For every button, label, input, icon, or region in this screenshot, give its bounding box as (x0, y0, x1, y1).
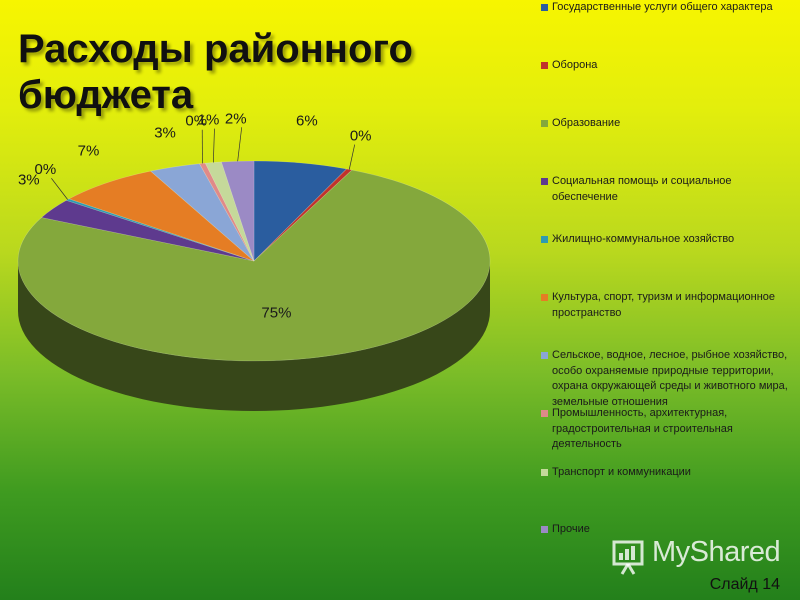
pie-slice-2 (17, 169, 491, 362)
legend-item: Прочие (540, 522, 798, 538)
legend-label: Жилищно-коммунальное хозяйство (552, 233, 735, 245)
legend-label: Образование (552, 117, 621, 129)
data-label-3: 3% (18, 171, 40, 188)
legend-swatch (541, 62, 548, 69)
page-title: Расходы районного бюджета (18, 27, 413, 117)
data-label-7: 0% (185, 113, 207, 130)
leader-line-9 (237, 127, 243, 162)
legend-swatch (541, 4, 548, 11)
legend-swatch (541, 410, 548, 417)
legend-item: Государственные услуги общего характера (540, 0, 798, 16)
data-label-0: 6% (296, 112, 318, 129)
pie-slice-9 (221, 160, 255, 262)
legend-swatch (541, 352, 548, 359)
legend-label: Прочие (552, 523, 590, 535)
legend-label: Промышленность, архитектурная, градостро… (552, 407, 733, 450)
legend-label: Сельское, водное, лесное, рыбное хозяйст… (552, 349, 788, 408)
legend-swatch (541, 178, 548, 185)
legend-item: Сельское, водное, лесное, рыбное хозяйст… (540, 348, 798, 410)
presentation-icon (612, 540, 644, 575)
data-label-1: 0% (350, 128, 372, 145)
data-label-4: 0% (35, 161, 57, 178)
legend-swatch (541, 120, 548, 127)
data-label-9: 2% (225, 110, 247, 127)
logo-text: MyShared (652, 536, 781, 568)
legend-item: Образование (540, 116, 798, 132)
legend-swatch (541, 294, 548, 301)
legend-swatch (541, 526, 548, 533)
legend-swatch (541, 469, 548, 476)
pie-slice-6 (149, 163, 255, 262)
myshared-logo: MyShared (610, 536, 795, 576)
pie-slice-5 (68, 170, 255, 262)
data-label-2: 75% (261, 305, 291, 322)
legend-label: Культура, спорт, туризм и информационное… (552, 291, 776, 319)
data-label-6: 3% (154, 125, 176, 142)
legend-item: Жилищно-коммунальное хозяйство (540, 232, 798, 248)
pie-side-2 (18, 261, 490, 411)
legend-label: Государственные услуги общего характера (552, 1, 773, 13)
pie-slice-3 (40, 200, 255, 262)
leader-line-4 (51, 178, 68, 200)
pie-slice-0 (253, 160, 348, 262)
slide-number: Слайд 14 (709, 576, 780, 593)
legend-label: Оборона (552, 59, 598, 71)
data-label-5: 7% (78, 143, 100, 160)
leader-line-1 (348, 144, 356, 170)
data-label-8: 1% (198, 112, 220, 129)
legend-item: Промышленность, архитектурная, градостро… (540, 406, 798, 453)
legend-swatch (541, 236, 548, 243)
leader-line-8 (212, 128, 215, 163)
legend-label: Транспорт и коммуникации (552, 466, 691, 478)
legend-label: Социальная помощь и социальное обеспечен… (552, 175, 732, 203)
legend-item: Культура, спорт, туризм и информационное… (540, 290, 798, 321)
legend-item: Транспорт и коммуникации (540, 465, 798, 481)
legend-item: Оборона (540, 58, 798, 74)
legend-item: Социальная помощь и социальное обеспечен… (540, 174, 798, 205)
